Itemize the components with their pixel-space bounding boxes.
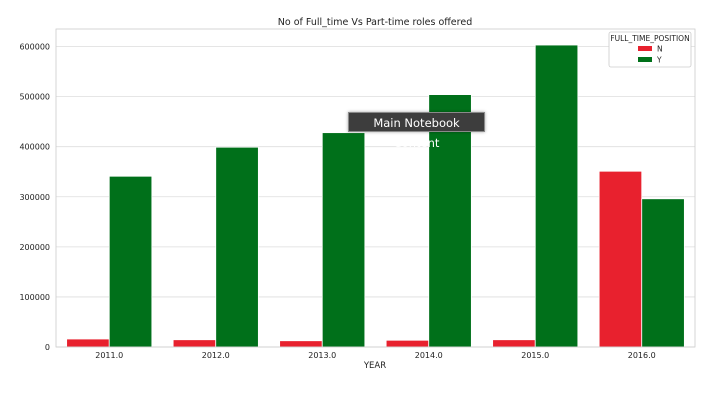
legend-label-N: N <box>657 45 663 54</box>
legend-swatch-Y <box>638 57 652 62</box>
x-axis-title: YEAR <box>363 361 386 371</box>
x-tick-label: 2014.0 <box>415 351 443 360</box>
bar-N-2014.0 <box>385 339 430 348</box>
bar-N-2015.0 <box>492 339 536 348</box>
bar-Y-2012.0 <box>215 146 259 348</box>
bar-N-2016.0 <box>598 170 643 348</box>
legend-swatch-N <box>638 46 652 51</box>
legend: FULL_TIME_POSITION NY <box>608 31 692 68</box>
bar-N-2012.0 <box>172 339 217 348</box>
x-tick-label: 2013.0 <box>308 351 336 360</box>
y-tick-label: 500000 <box>19 93 50 102</box>
bar-Y-2013.0 <box>321 132 366 348</box>
y-tick-label: 600000 <box>19 43 50 52</box>
bar-Y-2016.0 <box>641 198 685 348</box>
tooltip: Main Notebook Content <box>348 112 485 150</box>
x-tick-label: 2015.0 <box>521 351 549 360</box>
y-tick-label: 200000 <box>19 243 50 252</box>
y-tick-label: 100000 <box>19 293 50 302</box>
x-tick-label: 2011.0 <box>95 351 123 360</box>
y-tick-label: 0 <box>45 343 50 352</box>
y-tick-label: 300000 <box>19 193 50 202</box>
bar-N-2011.0 <box>66 338 110 348</box>
plot-frame <box>55 28 696 348</box>
legend-title: FULL_TIME_POSITION <box>610 34 689 43</box>
bar-N-2013.0 <box>279 340 323 348</box>
legend-label-Y: Y <box>656 56 662 65</box>
x-tick-label: 2016.0 <box>628 351 656 360</box>
x-tick-label: 2012.0 <box>202 351 230 360</box>
bar-Y-2015.0 <box>534 44 579 348</box>
bar-Y-2011.0 <box>108 175 153 348</box>
y-tick-label: 400000 <box>19 143 50 152</box>
chart-title: No of Full_time Vs Part-time roles offer… <box>278 17 472 28</box>
